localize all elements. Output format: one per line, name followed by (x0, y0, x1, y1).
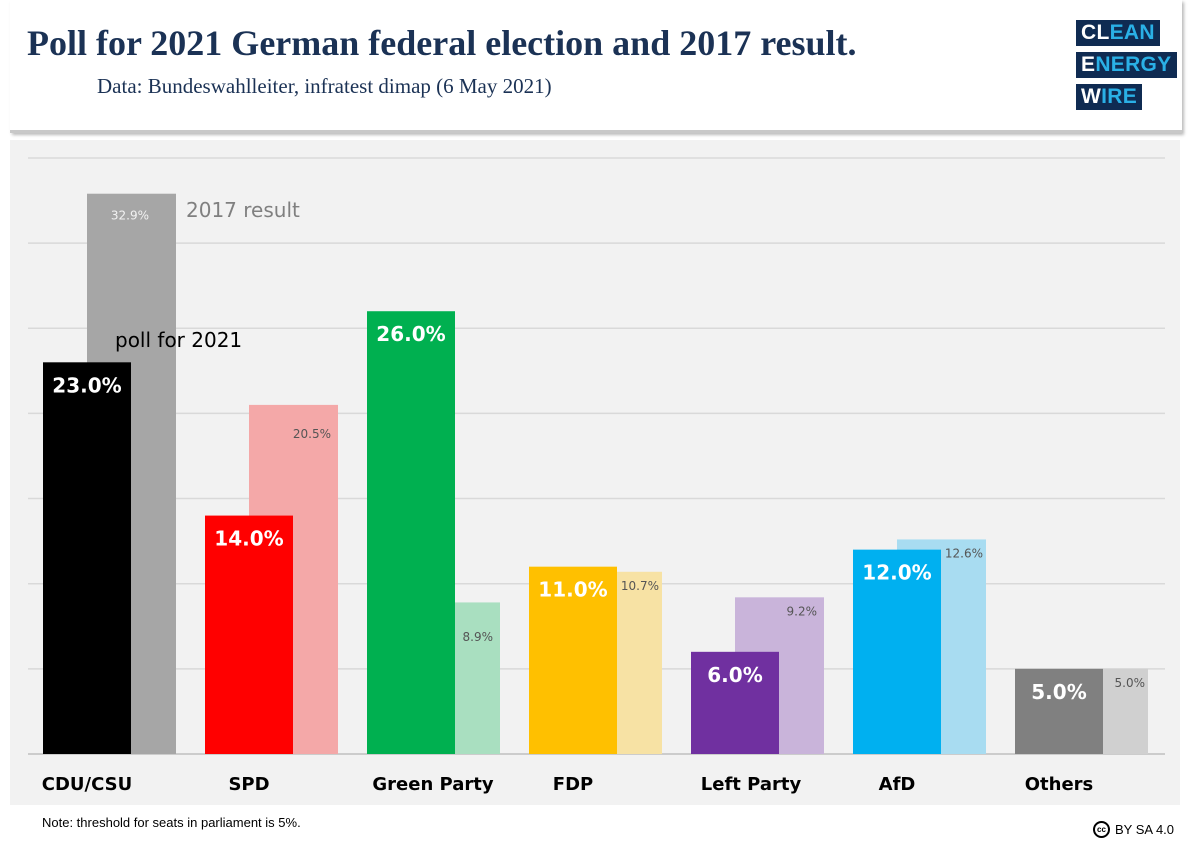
creative-commons-icon: cc (1093, 821, 1110, 838)
logo-line-clean: CLEAN (1076, 20, 1160, 46)
data-label-poll: 5.0% (1031, 680, 1086, 704)
data-label-poll: 26.0% (376, 322, 445, 346)
chart-title: Poll for 2021 German federal election an… (27, 23, 857, 63)
x-tick-label: SPD (228, 774, 269, 795)
license: cc BY SA 4.0 (1093, 821, 1174, 838)
footnote: Note: threshold for seats in parliament … (42, 815, 301, 830)
bar-poll-2021 (367, 311, 455, 754)
logo-line-wire: WIRE (1076, 84, 1143, 110)
data-label-poll: 23.0% (52, 373, 121, 397)
data-label-2017: 32.9% (111, 209, 149, 223)
data-label-2017: 12.6% (945, 546, 983, 560)
bar-poll-2021 (205, 515, 293, 754)
bar-poll-2021 (853, 549, 941, 754)
legend-label-2017-result: 2017 result (186, 198, 300, 222)
data-label-poll: 6.0% (707, 663, 762, 687)
x-tick-label: Left Party (701, 774, 802, 795)
data-label-poll: 14.0% (214, 527, 283, 551)
license-text: BY SA 4.0 (1115, 822, 1175, 837)
data-label-2017: 20.5% (293, 427, 331, 441)
header (10, 0, 1182, 133)
data-label-2017: 10.7% (621, 579, 659, 593)
x-tick-label: AfD (879, 774, 916, 795)
chart-subtitle: Data: Bundeswahlleiter, infratest dimap … (97, 74, 552, 98)
data-label-poll: 12.0% (862, 561, 931, 585)
clean-energy-wire-logo: CLEAN ENERGY WIRE (1076, 20, 1177, 116)
data-label-2017: 9.2% (787, 604, 818, 618)
bar-poll-2021 (529, 566, 617, 754)
data-label-2017: 8.9% (463, 630, 494, 644)
x-tick-label: CDU/CSU (42, 774, 132, 795)
bar-poll-2021 (43, 362, 131, 754)
x-tick-label: Others (1025, 774, 1094, 795)
x-tick-label: Green Party (372, 774, 493, 795)
legend-label-poll-2021: poll for 2021 (115, 328, 242, 352)
bar-poll-2021 (1015, 668, 1103, 754)
x-tick-label: FDP (553, 774, 593, 795)
data-label-poll: 11.0% (538, 578, 607, 602)
logo-line-energy: ENERGY (1076, 52, 1177, 78)
data-label-2017: 5.0% (1115, 676, 1146, 690)
bar-poll-2021 (691, 651, 779, 754)
